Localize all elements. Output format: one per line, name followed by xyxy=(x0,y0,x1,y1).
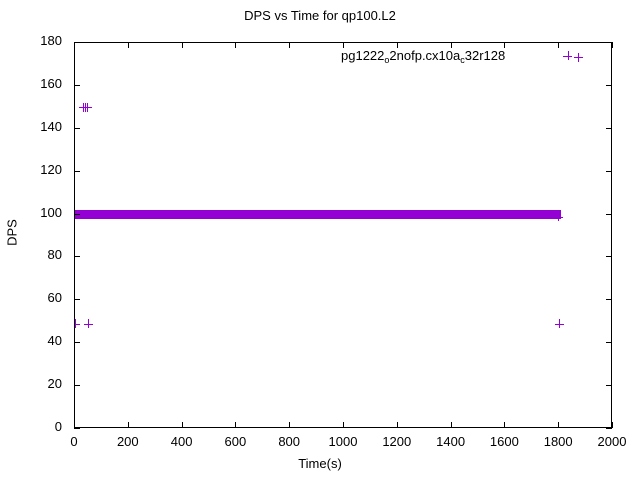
y-tick-label: 160 xyxy=(40,75,62,91)
y-tick-mark xyxy=(606,385,612,387)
y-tick-mark xyxy=(74,127,80,129)
y-tick-mark xyxy=(606,342,612,344)
x-tick-label: 1000 xyxy=(328,434,358,449)
x-tick-label: 0 xyxy=(70,434,78,449)
y-tick-mark xyxy=(606,127,612,129)
y-tick-mark xyxy=(74,428,80,429)
y-tick-mark xyxy=(606,84,612,86)
y-tick-mark xyxy=(74,342,80,344)
x-tick-mark xyxy=(127,42,129,48)
x-tick-mark xyxy=(396,422,398,428)
x-tick-mark xyxy=(558,42,560,48)
legend-subscript: o xyxy=(384,55,390,65)
x-tick-label: 600 xyxy=(224,434,247,449)
y-tick-mark xyxy=(606,213,612,215)
y-tick-mark xyxy=(606,299,612,301)
y-tick-label: 60 xyxy=(47,290,62,306)
plot-area xyxy=(74,42,612,428)
y-tick-mark xyxy=(74,385,80,387)
x-tick-mark xyxy=(127,422,129,428)
legend-text-part: 2nofp.cx10a xyxy=(389,48,461,63)
y-tick-mark xyxy=(74,213,80,215)
x-tick-mark xyxy=(343,42,344,48)
x-tick-mark xyxy=(450,42,452,48)
x-tick-mark xyxy=(612,422,613,428)
x-tick-mark xyxy=(558,422,560,428)
y-tick-mark xyxy=(74,256,80,258)
y-tick-label: 120 xyxy=(40,161,62,177)
x-tick-mark xyxy=(235,422,237,428)
y-tick-mark xyxy=(74,42,80,43)
x-tick-label: 400 xyxy=(170,434,193,449)
x-tick-mark xyxy=(396,42,398,48)
x-tick-label: 2000 xyxy=(597,434,627,449)
y-tick-label: 80 xyxy=(47,247,62,263)
y-tick-label: 140 xyxy=(40,118,62,134)
x-tick-label: 1800 xyxy=(543,434,573,449)
y-tick-label: 0 xyxy=(54,419,62,434)
y-tick-mark xyxy=(606,428,612,429)
x-tick-mark xyxy=(343,422,344,428)
x-tick-mark xyxy=(504,42,506,48)
x-tick-label: 800 xyxy=(278,434,301,449)
y-tick-label: 180 xyxy=(40,33,62,48)
y-tick-mark xyxy=(606,170,612,172)
x-tick-label: 200 xyxy=(116,434,139,449)
x-tick-label: 1200 xyxy=(382,434,412,449)
x-tick-mark xyxy=(289,422,291,428)
x-tick-mark xyxy=(235,42,237,48)
x-tick-label: 1600 xyxy=(489,434,519,449)
y-tick-mark xyxy=(74,84,80,86)
y-tick-mark xyxy=(74,299,80,301)
chart-title: DPS vs Time for qp100.L2 xyxy=(244,8,396,23)
legend-subscript: c xyxy=(460,55,465,65)
dense-data-band xyxy=(75,210,562,220)
legend-text-part: pg1222 xyxy=(341,48,385,63)
y-tick-label: 20 xyxy=(47,376,62,392)
x-axis-label: Time(s) xyxy=(298,456,342,471)
y-tick-mark xyxy=(606,42,612,43)
x-tick-mark xyxy=(74,42,75,48)
x-tick-mark xyxy=(450,422,452,428)
y-tick-label: 40 xyxy=(47,333,62,349)
legend-entry-label: pg1222o2nofp.cx10ac32r128 xyxy=(341,48,506,65)
legend-marker-icon xyxy=(571,50,586,65)
y-tick-label: 100 xyxy=(40,204,62,220)
y-tick-mark xyxy=(606,256,612,258)
y-tick-mark xyxy=(74,170,80,172)
legend-text-part: 32r128 xyxy=(464,48,506,63)
x-tick-mark xyxy=(74,422,75,428)
x-tick-mark xyxy=(181,422,183,428)
x-tick-mark xyxy=(504,422,506,428)
data-marks-layer xyxy=(75,43,611,427)
x-tick-mark xyxy=(289,42,291,48)
y-axis-label: DPS xyxy=(4,219,20,246)
x-tick-label: 1400 xyxy=(436,434,466,449)
x-tick-mark xyxy=(181,42,183,48)
x-tick-mark xyxy=(612,42,613,48)
